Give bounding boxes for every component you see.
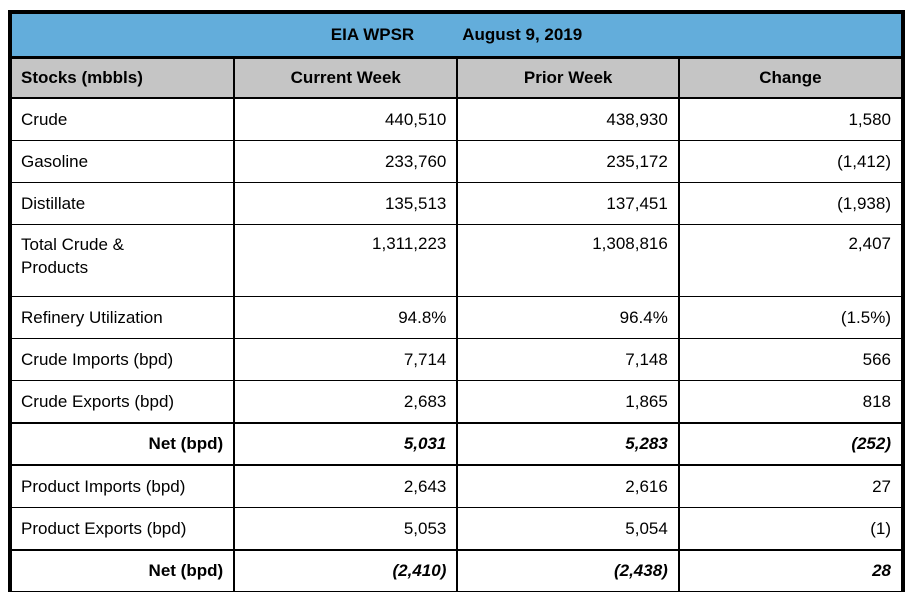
- change-value: (1,412): [677, 140, 905, 183]
- eia-wpsr-table: EIA WPSR August 9, 2019 Stocks (mbbls) C…: [8, 10, 905, 592]
- table-row-crude-exports: Crude Exports (bpd) 2,683 1,865 818: [8, 380, 905, 424]
- table-row-product-imports: Product Imports (bpd) 2,643 2,616 27: [8, 464, 905, 508]
- row-label: Distillate: [8, 182, 236, 225]
- prior-week-value: 235,172: [456, 140, 680, 183]
- title-row: EIA WPSR August 9, 2019: [9, 11, 904, 59]
- column-header-current-week: Current Week: [233, 57, 459, 99]
- change-value: (1.5%): [677, 296, 905, 339]
- table-row-refinery-utilization: Refinery Utilization 94.8% 96.4% (1.5%): [8, 296, 905, 339]
- current-week-value: 7,714: [233, 338, 459, 381]
- report-title: EIA WPSR: [330, 25, 415, 44]
- change-value: 2,407: [677, 224, 905, 297]
- table-row-product-exports: Product Exports (bpd) 5,053 5,054 (1): [8, 507, 905, 551]
- prior-week-value: 5,054: [456, 507, 680, 551]
- current-week-value: 2,643: [233, 464, 459, 508]
- row-label: Crude: [8, 97, 236, 141]
- change-value: (252): [677, 422, 905, 466]
- row-label: Crude Exports (bpd): [8, 380, 236, 424]
- current-week-value: 1,311,223: [233, 224, 459, 297]
- row-label: Product Imports (bpd): [8, 464, 236, 508]
- change-value: (1): [677, 507, 905, 551]
- table-row-gasoline: Gasoline 233,760 235,172 (1,412): [8, 140, 905, 183]
- prior-week-value: 7,148: [456, 338, 680, 381]
- row-label-text: Total Crude & Products: [21, 235, 124, 277]
- change-value: 27: [677, 464, 905, 508]
- table-row-net-products: Net (bpd) (2,410) (2,438) 28: [8, 549, 905, 592]
- current-week-value: 440,510: [233, 97, 459, 141]
- prior-week-value: 5,283: [456, 422, 680, 466]
- row-label: Net (bpd): [8, 422, 236, 466]
- column-header-change: Change: [677, 57, 905, 99]
- current-week-value: 233,760: [233, 140, 459, 183]
- current-week-value: 5,053: [233, 507, 459, 551]
- current-week-value: 5,031: [233, 422, 459, 466]
- column-header-row: Stocks (mbbls) Current Week Prior Week C…: [8, 57, 905, 99]
- prior-week-value: 137,451: [456, 182, 680, 225]
- report-date: August 9, 2019: [462, 25, 583, 44]
- change-value: 566: [677, 338, 905, 381]
- table-row-distillate: Distillate 135,513 137,451 (1,938): [8, 182, 905, 225]
- prior-week-value: 96.4%: [456, 296, 680, 339]
- prior-week-value: 438,930: [456, 97, 680, 141]
- title-band: EIA WPSR August 9, 2019: [9, 11, 904, 59]
- change-value: 818: [677, 380, 905, 424]
- prior-week-value: 1,308,816: [456, 224, 680, 297]
- change-value: 28: [677, 549, 905, 592]
- row-label: Gasoline: [8, 140, 236, 183]
- current-week-value: 94.8%: [233, 296, 459, 339]
- row-label: Total Crude & Products: [8, 224, 236, 297]
- current-week-value: (2,410): [233, 549, 459, 592]
- table-row-net-crude: Net (bpd) 5,031 5,283 (252): [8, 422, 905, 466]
- column-header-stocks: Stocks (mbbls): [8, 57, 236, 99]
- table-row-crude-imports: Crude Imports (bpd) 7,714 7,148 566: [8, 338, 905, 381]
- title-group: EIA WPSR August 9, 2019: [12, 25, 901, 45]
- change-value: 1,580: [677, 97, 905, 141]
- current-week-value: 135,513: [233, 182, 459, 225]
- table-row-total-crude-products: Total Crude & Products 1,311,223 1,308,8…: [8, 224, 905, 297]
- row-label: Product Exports (bpd): [8, 507, 236, 551]
- row-label: Refinery Utilization: [8, 296, 236, 339]
- current-week-value: 2,683: [233, 380, 459, 424]
- prior-week-value: 1,865: [456, 380, 680, 424]
- change-value: (1,938): [677, 182, 905, 225]
- column-header-prior-week: Prior Week: [456, 57, 680, 99]
- prior-week-value: 2,616: [456, 464, 680, 508]
- row-label: Crude Imports (bpd): [8, 338, 236, 381]
- row-label: Net (bpd): [8, 549, 236, 592]
- table-row-crude: Crude 440,510 438,930 1,580: [8, 97, 905, 141]
- prior-week-value: (2,438): [456, 549, 680, 592]
